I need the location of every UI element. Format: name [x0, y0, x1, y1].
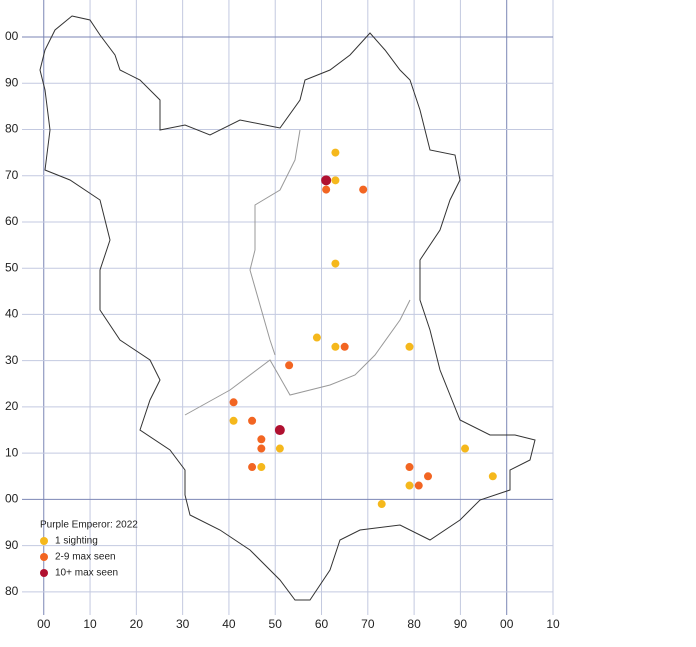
x-tick-label: 00 — [37, 617, 51, 631]
y-tick-label: 10 — [5, 445, 19, 459]
y-tick-label: 50 — [5, 260, 19, 274]
record-dot — [340, 342, 349, 351]
record-dot — [405, 481, 414, 490]
y-tick-label: 80 — [5, 584, 19, 598]
legend-title: Purple Emperor: 2022 — [40, 520, 138, 531]
x-tick-label: 10 — [83, 617, 97, 631]
record-dot — [257, 463, 266, 472]
y-tick-label: 60 — [5, 214, 19, 228]
x-tick-label: 50 — [269, 617, 283, 631]
y-tick-label: 70 — [5, 168, 19, 182]
x-tick-label: 60 — [315, 617, 329, 631]
record-dot — [321, 175, 332, 186]
record-dot — [405, 463, 414, 472]
y-tick-label: 90 — [5, 538, 19, 552]
record-dot — [405, 342, 414, 351]
record-dot — [312, 333, 321, 342]
map-area — [22, 0, 553, 615]
record-dot — [488, 472, 497, 481]
y-tick-label: 00 — [5, 29, 19, 43]
legend-label: 10+ max seen — [55, 568, 118, 579]
record-dot — [274, 425, 285, 436]
record-dot — [377, 500, 386, 509]
x-tick-label: 70 — [361, 617, 375, 631]
y-tick-label: 30 — [5, 353, 19, 367]
record-dot — [275, 444, 284, 453]
record-dot — [257, 444, 266, 453]
y-tick-label: 00 — [5, 492, 19, 506]
y-tick-label: 80 — [5, 122, 19, 136]
legend-swatch — [40, 569, 48, 577]
legend-label: 2-9 max seen — [55, 552, 116, 563]
district-boundary — [184, 129, 411, 416]
x-tick-label: 80 — [407, 617, 421, 631]
record-dot — [248, 463, 257, 472]
record-dot — [248, 416, 257, 425]
record-dot — [229, 416, 238, 425]
record-dot — [414, 481, 423, 490]
record-dot — [331, 148, 340, 157]
y-tick-label: 20 — [5, 399, 19, 413]
x-tick-label: 20 — [130, 617, 144, 631]
record-dot — [359, 185, 368, 194]
legend-swatch — [40, 537, 48, 545]
y-tick-label: 90 — [5, 75, 19, 89]
record-dot — [331, 259, 340, 268]
x-tick-label: 40 — [222, 617, 236, 631]
county-boundary — [39, 15, 536, 601]
record-dot — [285, 361, 294, 370]
record-dot — [257, 435, 266, 444]
record-dot — [229, 398, 238, 407]
record-dot — [331, 176, 340, 185]
legend-swatch — [40, 553, 48, 561]
record-dot — [461, 444, 470, 453]
legend-label: 1 sighting — [55, 536, 98, 547]
record-dot — [322, 185, 331, 194]
record-dot — [331, 342, 340, 351]
y-tick-label: 40 — [5, 307, 19, 321]
legend: Purple Emperor: 2022 1 sighting 2-9 max s… — [40, 520, 138, 579]
x-tick-label: 30 — [176, 617, 190, 631]
record-dot — [424, 472, 433, 481]
x-tick-label: 00 — [500, 617, 514, 631]
x-tick-label: 10 — [546, 617, 560, 631]
x-tick-label: 90 — [454, 617, 468, 631]
